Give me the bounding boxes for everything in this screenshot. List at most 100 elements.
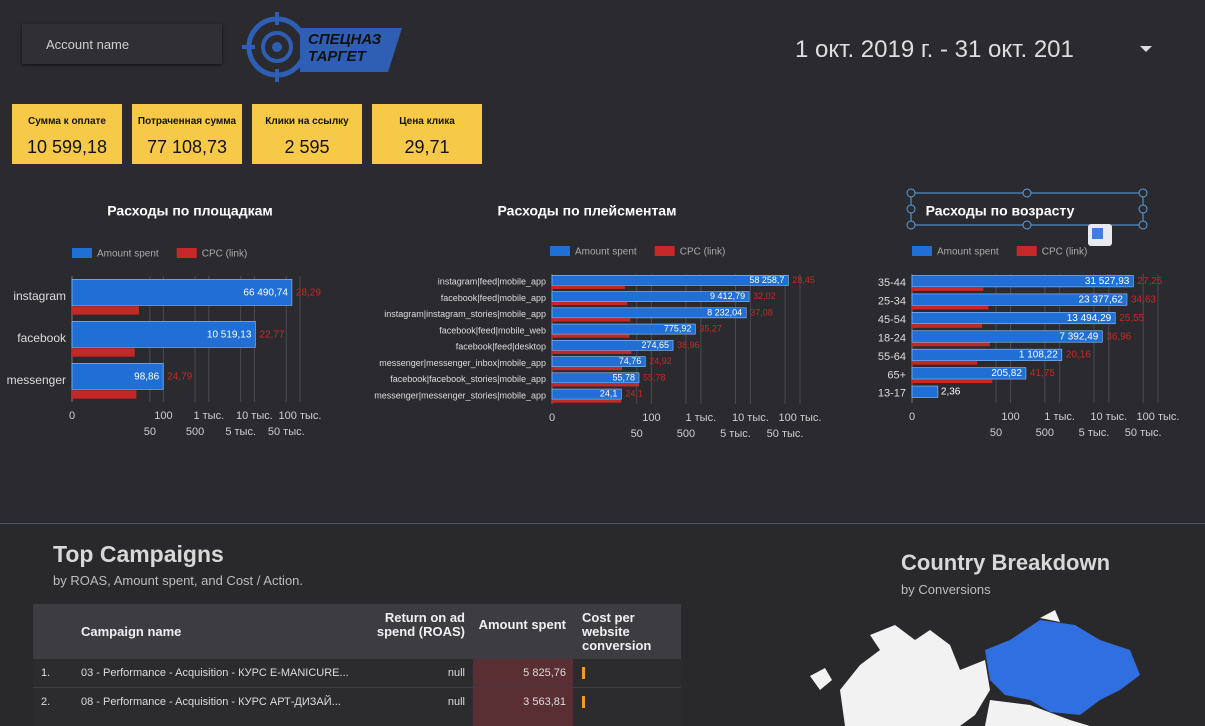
data-label: 66 490,74	[243, 287, 288, 298]
bar	[72, 390, 137, 399]
bar	[911, 385, 939, 398]
logo-text: СПЕЦНАЗ ТАРГЕТ	[308, 31, 381, 65]
bar	[911, 367, 1027, 380]
column-header[interactable]: Cost per website conversion	[582, 610, 652, 653]
bar	[71, 321, 256, 348]
bar	[72, 348, 135, 357]
data-label: 274,65	[642, 340, 670, 350]
kpi-value: 10 599,18	[26, 137, 108, 157]
x-tick-label: 50 тыс.	[767, 428, 804, 440]
bar	[912, 342, 990, 347]
data-label: 41,75	[1030, 368, 1055, 379]
roas: null	[447, 667, 465, 679]
x-tick-label: 5 тыс.	[225, 426, 256, 438]
selection-box	[906, 188, 1148, 230]
x-tick-label: 100	[154, 410, 172, 422]
x-tick-label: 100 тыс.	[279, 410, 322, 422]
x-tick-label: 1 тыс.	[1044, 411, 1075, 423]
bar	[551, 307, 747, 319]
legend-label: Amount spent	[937, 247, 999, 258]
x-tick-label: 50	[990, 427, 1002, 439]
x-tick-label: 100 тыс.	[779, 412, 822, 424]
column-header[interactable]: Return on ad spend (ROAS)	[376, 610, 465, 639]
translate-icon-glyph	[1092, 228, 1103, 239]
legend-swatch	[72, 248, 92, 258]
bar	[552, 301, 628, 306]
x-tick-label: 500	[186, 426, 204, 438]
data-label: 24,1	[600, 389, 618, 399]
bar	[912, 360, 978, 365]
bar	[551, 339, 674, 351]
data-label: 205,82	[991, 368, 1022, 379]
bar	[551, 291, 750, 302]
x-tick-label: 100	[642, 412, 660, 424]
y-tick-label: instagram|instagram_stories|mobile_app	[384, 309, 546, 319]
bar	[552, 318, 631, 322]
top-section	[0, 0, 1205, 523]
column-header[interactable]: Amount spent	[478, 617, 566, 632]
legend-label: CPC (link)	[680, 247, 726, 258]
data-label: 55,78	[643, 372, 666, 382]
data-label: 24,79	[167, 371, 192, 382]
kpi-value: 29,71	[404, 137, 450, 157]
bar	[912, 324, 983, 328]
kpi-label: Цена клика	[399, 116, 455, 127]
data-label: 24,92	[649, 356, 672, 366]
campaign-table: Campaign name Return on ad spend (ROAS) …	[33, 604, 681, 726]
y-tick-label: instagram|feed|mobile_app	[438, 277, 546, 287]
chart-title: Расходы по площадкам	[107, 203, 273, 219]
date-range[interactable]: 1 окт. 2019 г. - 31 окт. 201	[795, 36, 1074, 63]
data-label: 24,1	[625, 389, 643, 399]
data-label: 7 392,49	[1059, 331, 1098, 342]
legend-swatch	[654, 246, 675, 256]
kpi-card: Цена клика 29,71	[372, 104, 482, 164]
map	[810, 610, 1140, 726]
campaign-name: 03 - Performance - Acquisition - КУРС E-…	[81, 667, 349, 679]
data-label: 23 377,62	[1078, 294, 1123, 305]
bar	[552, 399, 622, 403]
y-tick-label: facebook|facebook_stories|mobile_app	[390, 374, 546, 384]
chart-title: Расходы по возрасту	[926, 203, 1075, 219]
data-label: 32,02	[753, 291, 776, 301]
kpi-value: 77 108,73	[146, 137, 228, 157]
y-tick-label: 18-24	[878, 332, 906, 344]
bar	[72, 306, 139, 315]
bar	[911, 330, 1103, 343]
data-label: 13 494,29	[1067, 313, 1112, 324]
data-label: 28,45	[792, 275, 815, 285]
y-tick-label: 45-54	[878, 314, 906, 326]
data-label: 36,96	[1106, 331, 1131, 342]
x-tick-label: 0	[909, 411, 915, 423]
y-tick-label: instagram	[13, 289, 66, 303]
legend-swatch	[550, 246, 570, 256]
data-label: 775,92	[664, 324, 692, 334]
bar	[911, 293, 1128, 306]
data-label: 27,25	[1137, 276, 1162, 287]
kpi-label: Потраченная сумма	[137, 116, 237, 127]
kpi-value: 2 595	[284, 137, 330, 157]
column-header[interactable]: Campaign name	[81, 624, 182, 639]
x-tick-label: 5 тыс.	[720, 428, 751, 440]
kpi-card: Клики на ссылку 2 595	[252, 104, 362, 164]
data-label: 1 108,22	[1019, 350, 1058, 361]
x-tick-label: 1 тыс.	[193, 410, 224, 422]
account-selector[interactable]: Account name	[22, 24, 222, 64]
cost-bar	[582, 667, 585, 679]
data-label: 31 527,93	[1085, 276, 1130, 287]
data-label: 10 519,13	[207, 329, 252, 340]
campaign-name: 08 - Performance - Acquisition - КУРС АР…	[81, 696, 341, 708]
x-tick-label: 50 тыс.	[268, 426, 305, 438]
bar	[912, 379, 993, 384]
y-tick-label: 25-34	[878, 296, 906, 308]
kpi-label: Сумма к оплате	[28, 116, 106, 127]
roas: null	[447, 696, 465, 708]
bar	[551, 388, 622, 400]
data-label: 9 412,79	[710, 291, 745, 301]
legend-label: CPC (link)	[1042, 247, 1088, 258]
table-title: Top Campaigns	[53, 541, 224, 567]
table-header	[33, 604, 681, 659]
legend-label: CPC (link)	[202, 249, 248, 260]
y-tick-label: facebook|feed|mobile_app	[441, 293, 546, 303]
dropdown-arrow	[1140, 46, 1152, 52]
y-tick-label: facebook|feed|desktop	[456, 342, 546, 352]
